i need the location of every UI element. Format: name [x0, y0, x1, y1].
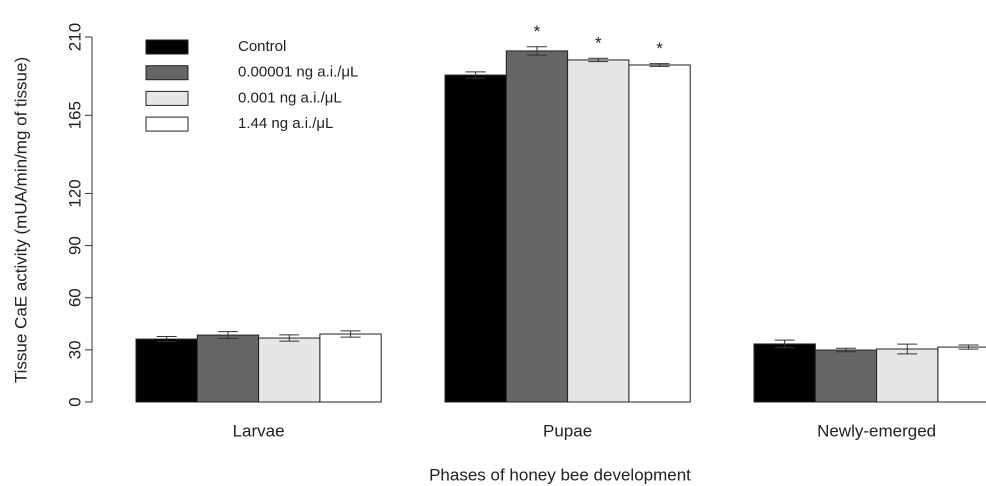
legend-swatch — [145, 65, 189, 81]
bar — [196, 334, 260, 403]
y-tick-label: 90 — [65, 236, 84, 255]
y-tick-label: 210 — [65, 23, 84, 51]
y-tick-label: 0 — [65, 397, 84, 406]
bar — [319, 333, 382, 403]
significance-mark: * — [656, 39, 663, 58]
bar — [567, 59, 630, 403]
legend-swatch — [145, 90, 189, 106]
legend-label: 0.00001 ng a.i./μL — [238, 64, 358, 81]
bar — [628, 64, 691, 403]
y-tick-label: 120 — [65, 179, 84, 207]
bar — [814, 349, 878, 403]
bar — [258, 337, 321, 403]
bar — [876, 348, 939, 403]
legend-label: 1.44 ng a.i./μL — [238, 115, 333, 132]
bar — [135, 338, 198, 403]
x-axis-title: Phases of honey bee development — [429, 465, 691, 484]
y-tick-label: 30 — [65, 340, 84, 359]
y-tick-label: 165 — [65, 101, 84, 129]
x-tick-label: Pupae — [543, 421, 592, 440]
bar — [444, 74, 507, 403]
bar — [937, 346, 986, 403]
bar — [505, 50, 569, 403]
legend-label: Control — [238, 38, 286, 55]
x-tick-label: Newly-emerged — [817, 421, 936, 440]
significance-mark: * — [595, 34, 602, 53]
bar — [753, 343, 816, 403]
x-tick-label: Larvae — [233, 421, 285, 440]
legend-label: 0.001 ng a.i./μL — [238, 89, 342, 106]
legend-swatch — [145, 116, 189, 132]
significance-mark: * — [534, 22, 541, 41]
y-tick-label: 60 — [65, 288, 84, 307]
y-axis-title: Tissue CaE activity (mUA/min/mg of tissu… — [11, 57, 30, 383]
legend-swatch — [145, 39, 189, 55]
